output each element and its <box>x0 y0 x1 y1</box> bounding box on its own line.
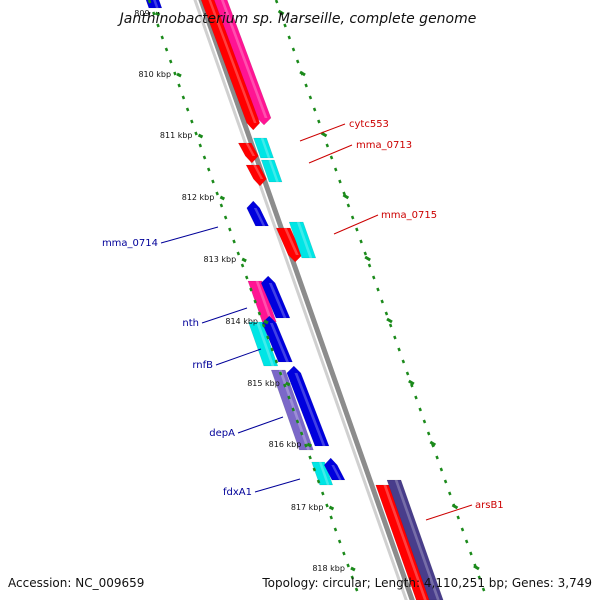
gene-block-cyan-2 <box>260 159 283 183</box>
gene-label-mma-0713: mma_0713 <box>356 140 412 151</box>
gene-block-cyan-1 <box>253 137 274 159</box>
major-tick-outer <box>451 503 459 510</box>
major-tick-outer <box>386 317 393 324</box>
major-tick <box>328 505 335 511</box>
gene-label-fdxa1: fdxA1 <box>223 487 252 498</box>
major-tick-outer <box>408 379 415 386</box>
gene-label-mma-0714: mma_0714 <box>102 238 158 249</box>
gene-label-cytc553: cytc553 <box>349 119 389 130</box>
major-tick <box>154 11 161 17</box>
gene-label-arsb1: arsB1 <box>475 500 504 511</box>
accession-text: Accession: NC_009659 <box>8 576 145 590</box>
gene-block-blue-small <box>246 200 269 227</box>
kbp-label: 818 kbp <box>312 564 345 573</box>
kbp-label: 817 kbp <box>291 503 324 512</box>
gene-block-cyan-mid <box>288 221 317 259</box>
gene-block-blue-nth <box>260 275 291 319</box>
gene-label-mma-0715: mma_0715 <box>381 210 437 221</box>
major-tick <box>285 381 291 387</box>
major-tick-outer <box>342 193 350 200</box>
kbp-label: 809 <box>134 9 149 18</box>
kbp-label: 815 kbp <box>247 379 280 388</box>
gene-block-darkpurple-bottom <box>386 479 444 600</box>
map-title: Janthinobacterium sp. Marseille, complet… <box>117 11 477 27</box>
gene-block-blue-fdxA1 <box>323 457 346 481</box>
gene-block-red-mid <box>275 227 303 263</box>
genome-backbone <box>198 0 415 600</box>
gene-block-blue-top <box>145 0 163 9</box>
gene-block-pink-nth <box>247 280 277 323</box>
major-tick <box>241 257 247 263</box>
gene-block-cyan-rnfB <box>247 321 279 367</box>
major-tick-outer <box>473 564 480 571</box>
gene-leader-line <box>215 348 262 366</box>
major-tick-outer <box>277 9 285 16</box>
major-tick <box>219 195 226 201</box>
major-tick <box>263 319 269 325</box>
major-tick <box>306 442 312 448</box>
major-tick <box>176 72 182 78</box>
tick-layer: 809 810 kbp 811 kbp 812 kbp 813 kbp 814 kbp 81… <box>134 0 486 592</box>
backbone-shadow <box>193 0 408 600</box>
gene-leader-line <box>299 123 346 142</box>
gene-leader-line <box>425 504 473 521</box>
gene-leader-line <box>254 478 301 493</box>
gene-leader-line <box>237 416 284 434</box>
gene-leader-line <box>160 226 219 244</box>
kbp-label: 813 kbp <box>204 255 237 264</box>
gene-block-red-small-2 <box>245 164 267 187</box>
kbp-label: 814 kbp <box>225 317 258 326</box>
kbp-label: 812 kbp <box>182 193 215 202</box>
gene-block-red-small-1 <box>237 142 259 164</box>
gene-block-red-bottom <box>375 484 431 600</box>
gene-block-cyan-fdxA1 <box>311 461 334 486</box>
gene-label-nth: nth <box>182 318 199 329</box>
feature-layer <box>145 0 444 600</box>
major-tick <box>350 566 356 572</box>
major-tick-outer <box>364 255 371 262</box>
gene-leader-line <box>308 144 353 164</box>
gene-leader-line <box>333 214 379 235</box>
gene-label-rnfb: rnfB <box>192 360 213 371</box>
topology-text: Topology: circular; Length: 4,110,251 bp… <box>262 576 592 590</box>
tick-ring-inner <box>147 0 359 592</box>
major-tick-outer <box>299 70 306 77</box>
gene-label-depa: depA <box>209 428 235 439</box>
kbp-label: 811 kbp <box>160 131 193 140</box>
kbp-label: 816 kbp <box>269 440 302 449</box>
gene-block-blue-rnfB <box>261 315 293 363</box>
gene-leader-line <box>201 307 248 324</box>
gene-block-red-top <box>200 0 261 131</box>
major-tick <box>197 133 204 139</box>
kbp-label: 810 kbp <box>138 70 171 79</box>
gene-block-blue-depA <box>286 365 330 447</box>
major-tick-outer <box>429 440 437 447</box>
major-tick-outer <box>320 131 328 138</box>
